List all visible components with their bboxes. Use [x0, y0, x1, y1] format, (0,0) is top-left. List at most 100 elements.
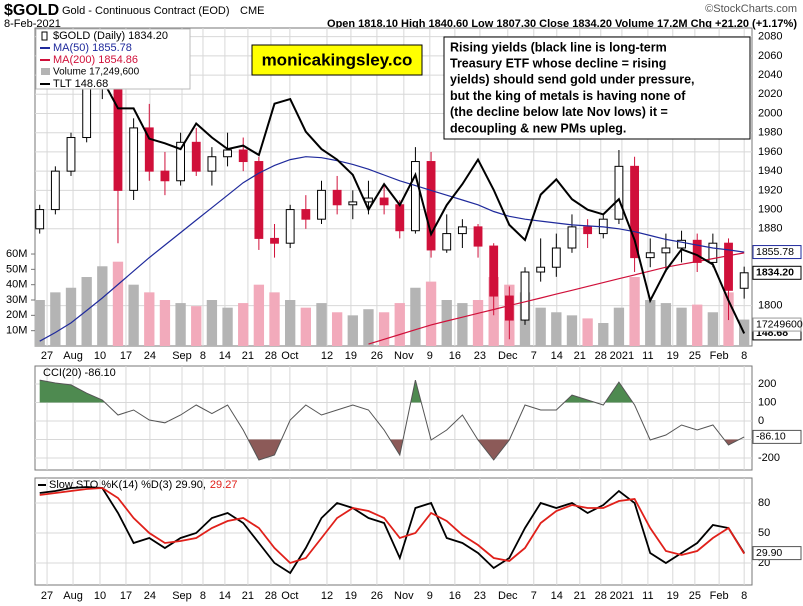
- y-tick-label: 2040: [758, 69, 782, 81]
- volume-bar: [457, 303, 468, 346]
- x-tick-label: 23: [474, 350, 486, 362]
- candle-body: [411, 161, 420, 232]
- candle-body: [207, 156, 217, 172]
- candle-body: [254, 161, 264, 239]
- x-tick-label: 14: [551, 350, 563, 362]
- candle-body: [645, 252, 655, 259]
- series-line: [39, 66, 746, 334]
- volume-bar: [222, 307, 233, 346]
- candle-body: [567, 226, 577, 249]
- volume-bar: [285, 300, 296, 346]
- x-tick-label: Feb: [710, 350, 729, 362]
- instrument-name: Gold - Continuous Contract (EOD): [62, 5, 230, 17]
- volume-tick-label: 50M: [6, 263, 27, 275]
- y-tick-label: 2020: [758, 88, 782, 100]
- x-tick-label: 23: [474, 590, 486, 602]
- volume-bar: [363, 309, 374, 346]
- x-tick-label: 19: [667, 590, 679, 602]
- value-tag: [752, 245, 802, 260]
- volume-bar: [441, 300, 452, 346]
- candle-body: [301, 209, 311, 220]
- value-tag-label: 17249600: [756, 318, 803, 330]
- legend-entry: MA(50) 1855.78: [53, 42, 132, 54]
- legend-entry: MA(200) 1854.86: [53, 54, 138, 66]
- volume-bar: [34, 300, 45, 346]
- value-tag-label: 29.90: [756, 547, 782, 559]
- candle-body: [677, 239, 686, 249]
- candle-body: [708, 242, 718, 263]
- value-tag: [752, 317, 802, 332]
- volume-bar: [97, 266, 108, 346]
- note-line: but the king of metals is having none of: [450, 89, 686, 103]
- volume-bar: [676, 307, 687, 346]
- y-tick-label: 1980: [758, 127, 782, 139]
- volume-bar: [65, 287, 77, 346]
- exchange: CME: [240, 5, 264, 17]
- candle-body: [160, 170, 170, 182]
- volume-bar: [50, 292, 61, 346]
- x-tick-label: 7: [531, 590, 537, 602]
- candle-body: [191, 141, 201, 172]
- candle-body: [457, 226, 467, 235]
- y-tick-label: 50: [758, 527, 770, 539]
- x-tick-label: 19: [345, 590, 357, 602]
- y-tick-label: 1880: [758, 223, 782, 235]
- y-tick-label: 80: [758, 497, 770, 509]
- credit: ©StockCharts.com: [705, 3, 797, 15]
- series-line: [368, 252, 745, 345]
- x-tick-label: 28: [595, 350, 607, 362]
- x-tick-label: 11: [642, 350, 653, 362]
- candle-body: [66, 137, 76, 172]
- candle-body: [692, 239, 702, 263]
- x-tick-label: 12: [321, 350, 333, 362]
- volume-bar: [175, 303, 186, 346]
- y-tick-label: 1800: [758, 300, 782, 312]
- volume-bar: [206, 300, 218, 346]
- symbol: $GOLD: [4, 2, 59, 19]
- note-line: (the decline below late Nov lows) it =: [450, 105, 668, 119]
- volume-tick-label: 40M: [6, 279, 27, 291]
- value-tag-label: 1855.78: [756, 246, 794, 258]
- candle-body: [489, 245, 499, 297]
- y-tick-label: 0: [758, 415, 764, 427]
- brand-box: [251, 44, 423, 76]
- brand: monicakingsley.co: [262, 50, 413, 69]
- x-tick-label: 17: [120, 350, 132, 362]
- x-tick-label: 12: [321, 590, 333, 602]
- quote: Open 1818.10 High 1840.60 Low 1807.30 Cl…: [327, 18, 797, 30]
- candle-body: [739, 272, 749, 289]
- candle-body: [395, 204, 405, 232]
- candle-body: [144, 127, 154, 172]
- volume-bar: [582, 318, 593, 346]
- volume-bar: [144, 292, 155, 346]
- x-tick-label: 21: [242, 590, 254, 602]
- panel: [34, 365, 753, 471]
- x-tick-label: Aug: [63, 350, 83, 362]
- volume-bar: [300, 307, 311, 346]
- candle-body: [223, 149, 232, 158]
- legend-title: $GOLD (Daily) 1834.20: [53, 30, 168, 42]
- volume-bar: [566, 315, 578, 346]
- candle-body: [630, 165, 640, 259]
- candle-body: [50, 170, 60, 211]
- x-tick-label: Dec: [498, 590, 518, 602]
- x-tick-label: 7: [531, 350, 537, 362]
- value-tag-label: -86.10: [756, 431, 786, 443]
- x-tick-label: 8: [200, 350, 206, 362]
- candle-body: [332, 189, 342, 206]
- candle-body: [176, 141, 186, 182]
- x-tick-label: 9: [427, 590, 433, 602]
- candle-body: [348, 201, 358, 206]
- candle-body: [129, 127, 139, 191]
- x-tick-label: 21: [574, 590, 586, 602]
- volume-bar: [269, 292, 280, 346]
- candle-body: [504, 295, 514, 321]
- y-tick-label: 200: [758, 378, 776, 390]
- volume-bar: [425, 281, 437, 346]
- x-tick-label: 24: [144, 350, 156, 362]
- candle-body: [285, 209, 295, 244]
- candle-body: [113, 82, 123, 191]
- x-tick-label: 10: [94, 590, 106, 602]
- volume-bar: [378, 312, 390, 346]
- volume-bar: [191, 306, 202, 346]
